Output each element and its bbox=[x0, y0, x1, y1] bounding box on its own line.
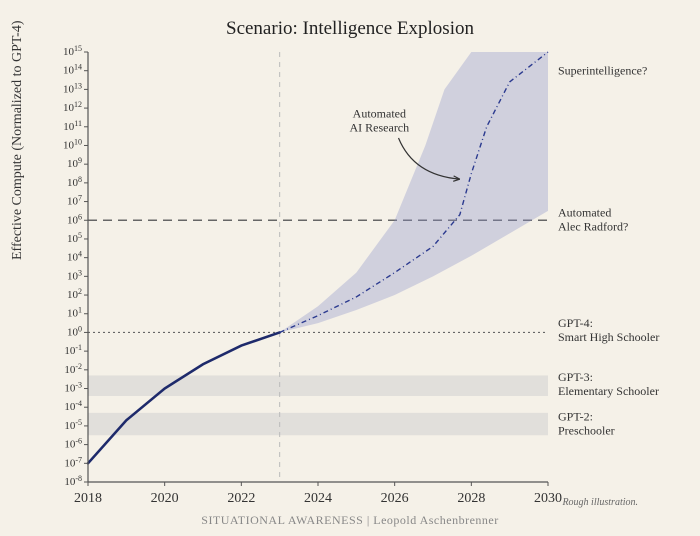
x-tick-label: 2024 bbox=[304, 491, 332, 506]
x-tick-label: 2020 bbox=[151, 491, 179, 506]
right-annotation: Alec Radford? bbox=[558, 220, 628, 234]
y-tick-label: 100 bbox=[67, 324, 82, 339]
right-annotation: GPT-4: bbox=[558, 316, 593, 330]
y-tick-label: 1015 bbox=[63, 44, 82, 59]
footer-note: Rough illustration. bbox=[562, 497, 638, 508]
y-tick-label: 103 bbox=[67, 268, 82, 283]
callout-label: Automated bbox=[353, 106, 406, 120]
uncertainty-band bbox=[280, 52, 548, 332]
right-annotation: GPT-3: bbox=[558, 370, 593, 384]
chart-svg: 10-8 10-7 10-6 10-5 10-4 10-3 10-2 10-1 100 101 10… bbox=[0, 0, 700, 536]
y-tick-label: 1011 bbox=[63, 118, 82, 133]
x-tick-label: 2028 bbox=[457, 491, 485, 506]
right-annotation: GPT-2: bbox=[558, 409, 593, 423]
y-tick-label: 102 bbox=[67, 287, 82, 302]
callout-label: AI Research bbox=[350, 120, 410, 134]
x-tick-label: 2022 bbox=[227, 491, 255, 506]
y-tick-label: 1012 bbox=[63, 100, 82, 115]
grey-band bbox=[88, 413, 548, 435]
footer-attribution: SITUATIONAL AWARENESS | Leopold Aschenbr… bbox=[0, 513, 700, 528]
y-tick-label: 104 bbox=[67, 249, 82, 264]
right-annotation: Superintelligence? bbox=[558, 63, 647, 77]
y-tick-label: 107 bbox=[67, 193, 82, 208]
y-tick-label: 10-2 bbox=[64, 361, 82, 376]
y-tick-label: 10-6 bbox=[64, 436, 82, 451]
x-tick-label: 2030 bbox=[534, 491, 562, 506]
y-tick-label: 10-7 bbox=[64, 455, 82, 470]
y-tick-label: 108 bbox=[67, 174, 82, 189]
x-tick-label: 2018 bbox=[74, 491, 102, 506]
right-annotation: Smart High Schooler bbox=[558, 330, 659, 344]
chart-container: Scenario: Intelligence Explosion Effecti… bbox=[0, 0, 700, 536]
y-tick-label: 1010 bbox=[63, 137, 82, 152]
y-tick-label: 10-1 bbox=[64, 343, 82, 358]
right-annotation: Preschooler bbox=[558, 423, 615, 437]
y-tick-label: 105 bbox=[67, 230, 82, 245]
y-tick-label: 1014 bbox=[63, 62, 82, 77]
y-tick-label: 10-3 bbox=[64, 380, 82, 395]
y-tick-label: 10-5 bbox=[64, 417, 82, 432]
grey-band bbox=[88, 375, 548, 396]
y-tick-label: 1013 bbox=[63, 81, 82, 96]
y-tick-label: 109 bbox=[67, 156, 82, 171]
x-tick-label: 2026 bbox=[381, 491, 409, 506]
right-annotation: Elementary Schooler bbox=[558, 384, 659, 398]
y-tick-label: 10-8 bbox=[64, 474, 82, 489]
y-tick-label: 101 bbox=[67, 305, 82, 320]
line-historical bbox=[88, 332, 280, 463]
right-annotation: Automated bbox=[558, 206, 611, 220]
y-tick-label: 10-4 bbox=[64, 399, 82, 414]
y-tick-label: 106 bbox=[67, 212, 82, 227]
